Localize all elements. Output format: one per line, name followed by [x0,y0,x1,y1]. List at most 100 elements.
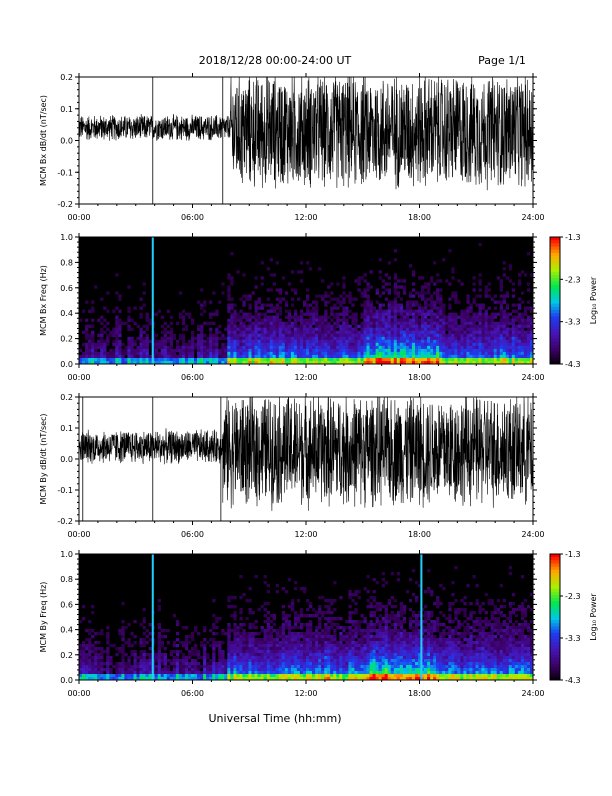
heatmap-cell [473,288,476,291]
heatmap-cell [218,617,221,620]
heatmap-cell [124,346,127,349]
heatmap-cell [267,650,270,653]
heatmap-cell [412,629,415,632]
heatmap-cell [333,659,336,662]
heatmap-cell [249,635,252,638]
heatmap-cell [430,343,433,346]
heatmap-cell [121,352,124,355]
heatmap-cell [270,662,273,665]
heatmap-cell [457,358,460,361]
heatmap-cell [227,355,230,358]
heatmap-cell [336,650,339,653]
heatmap-cell [364,638,367,641]
heatmap-cell [173,674,176,677]
heatmap-cell [415,635,418,638]
heatmap-cell [418,331,421,334]
heatmap-cell [364,644,367,647]
heatmap-cell [427,313,430,316]
heatmap-cell [466,349,469,352]
heatmap-cell [218,656,221,659]
heatmap-cell [397,662,400,665]
heatmap-cell [300,279,303,282]
heatmap-cell [246,355,249,358]
heatmap-cell [327,671,330,674]
heatmap-cell [361,276,364,279]
heatmap-cell [427,352,430,355]
heatmap-cell [249,650,252,653]
heatmap-cell [158,653,161,656]
heatmap-cell [200,304,203,307]
heatmap-cell [376,291,379,294]
heatmap-cell [373,340,376,343]
heatmap-cell [239,337,242,340]
heatmap-cell [85,358,88,361]
heatmap-cell [494,331,497,334]
heatmap-cell [469,325,472,328]
heatmap-cell [321,611,324,614]
heatmap-cell [367,355,370,358]
heatmap-cell [454,319,457,322]
heatmap-cell [209,358,212,361]
heatmap-cell [382,316,385,319]
heatmap-cell [512,346,515,349]
heatmap-cell [282,328,285,331]
heatmap-cell [348,665,351,668]
heatmap-cell [348,355,351,358]
heatmap-cell [361,291,364,294]
heatmap-cell [515,325,518,328]
heatmap-cell [518,337,521,340]
heatmap-cell [246,340,249,343]
heatmap-cell [143,352,146,355]
heatmap-cell [388,301,391,304]
heatmap-cell [521,319,524,322]
heatmap-cell [146,328,149,331]
heatmap-cell [197,671,200,674]
x-tick-label: 18:00 [408,530,431,539]
heatmap-cell [491,337,494,340]
heatmap-cell [382,650,385,653]
heatmap-cell [394,316,397,319]
heatmap-cell [333,328,336,331]
heatmap-cell [215,358,218,361]
heatmap-cell [146,316,149,319]
heatmap-cell [370,337,373,340]
heatmap-cell [397,307,400,310]
heatmap-cell [291,322,294,325]
heatmap-cell [164,659,167,662]
heatmap-cell [106,334,109,337]
colorbar-segment [550,301,560,305]
heatmap-cell [170,659,173,662]
heatmap-cell [385,632,388,635]
heatmap-cell [503,298,506,301]
heatmap-cell [264,632,267,635]
heatmap-cell [176,659,179,662]
heatmap-cell [285,617,288,620]
heatmap-cell [315,295,318,298]
heatmap-cell [155,665,158,668]
heatmap-cell [143,325,146,328]
heatmap-cell [391,596,394,599]
heatmap-cell [164,653,167,656]
heatmap-cell [140,349,143,352]
heatmap-cell [164,671,167,674]
heatmap-cell [131,337,134,340]
heatmap-cell [188,340,191,343]
heatmap-cell [345,659,348,662]
heatmap-cell [367,656,370,659]
heatmap-cell [342,343,345,346]
heatmap-cell [391,623,394,626]
heatmap-cell [473,349,476,352]
heatmap-cell [503,346,506,349]
heatmap-cell [270,325,273,328]
heatmap-cell [291,671,294,674]
heatmap-cell [506,291,509,294]
heatmap-cell [315,346,318,349]
heatmap-cell [479,288,482,291]
heatmap-cell [176,340,179,343]
heatmap-cell [485,340,488,343]
heatmap-cell [442,319,445,322]
heatmap-cell [415,617,418,620]
heatmap-cell [230,668,233,671]
heatmap-cell [436,334,439,337]
heatmap-cell [143,343,146,346]
